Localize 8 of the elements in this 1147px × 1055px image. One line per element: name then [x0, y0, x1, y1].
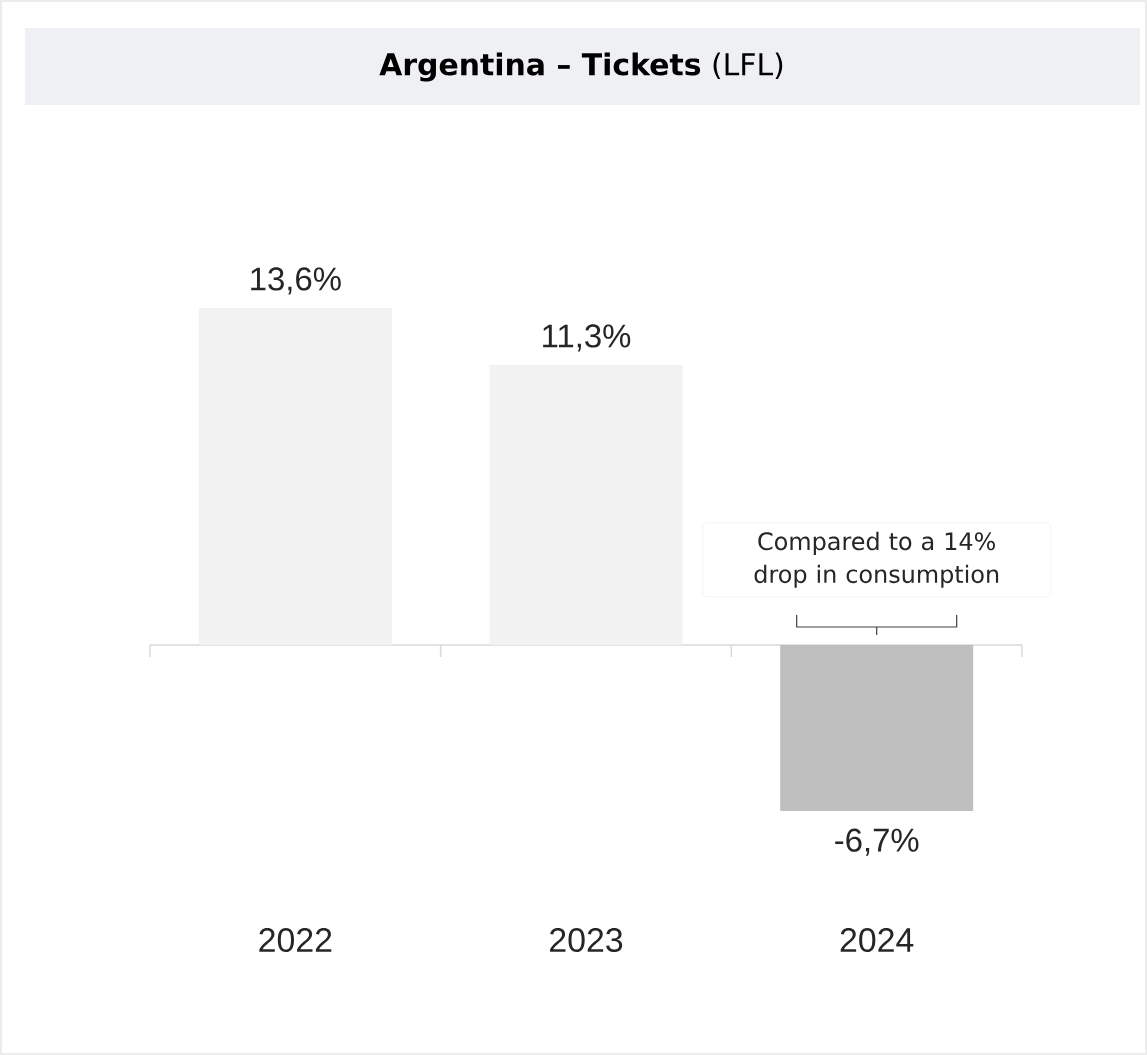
x-tick-label: 2022 [259, 928, 332, 952]
x-tick-label: 2024 [840, 928, 914, 952]
x-tick-label: 2023 [550, 928, 623, 952]
annotation: Compared to a 14% drop in consumption [754, 531, 999, 588]
data-label: -6,7% [835, 828, 919, 856]
data-label: 13,6% [251, 267, 341, 295]
chart-title: Argentina – Tickets (LFL) [379, 52, 783, 82]
data-label: 11,3% [543, 324, 631, 352]
